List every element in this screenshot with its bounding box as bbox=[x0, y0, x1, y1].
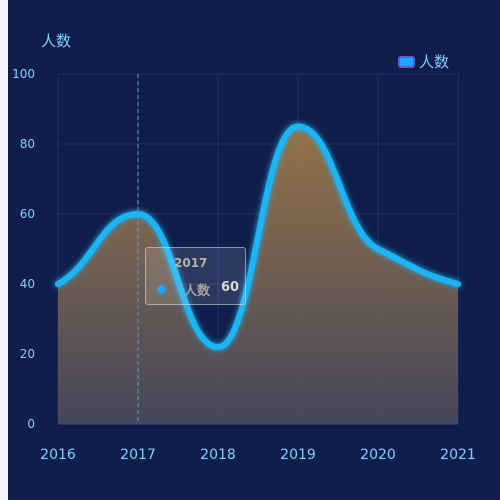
y-tick-label: 40 bbox=[20, 277, 35, 291]
tooltip-marker-icon bbox=[157, 285, 166, 294]
legend-swatch bbox=[398, 55, 415, 68]
x-tick-label: 2018 bbox=[200, 447, 236, 463]
x-tick-label: 2016 bbox=[40, 447, 76, 463]
y-tick-label: 60 bbox=[20, 207, 35, 221]
x-axis-ticks: 2016 2017 2018 2019 2020 2021 bbox=[40, 447, 476, 463]
legend-label: 人数 bbox=[419, 53, 450, 71]
y-tick-label: 80 bbox=[20, 137, 35, 151]
x-tick-label: 2020 bbox=[360, 447, 396, 463]
x-tick-label: 2021 bbox=[440, 447, 476, 463]
y-axis-title: 人数 bbox=[41, 32, 72, 50]
series-line[interactable] bbox=[55, 123, 461, 350]
tooltip-value: 60 bbox=[221, 280, 240, 295]
series-area bbox=[58, 126, 458, 424]
y-tick-label: 100 bbox=[12, 67, 35, 81]
tooltip-series-name: 人数 bbox=[184, 284, 211, 299]
y-tick-label: 20 bbox=[20, 347, 35, 361]
y-axis-ticks: 0 20 40 60 80 100 bbox=[12, 67, 35, 431]
x-tick-label: 2017 bbox=[120, 447, 156, 463]
x-tick-label: 2019 bbox=[280, 447, 316, 463]
y-tick-label: 0 bbox=[27, 417, 35, 431]
tooltip: 2017 人数 60 bbox=[145, 247, 246, 305]
legend[interactable]: 人数 bbox=[398, 51, 449, 72]
tooltip-title: 2017 bbox=[174, 256, 208, 270]
